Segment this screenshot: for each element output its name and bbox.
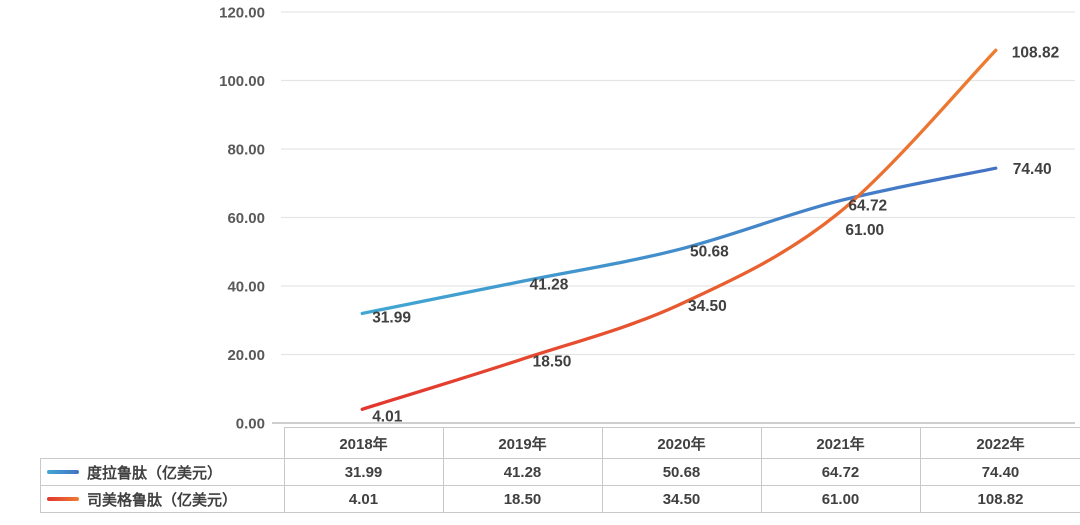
- value-cell: 74.40: [919, 458, 1080, 486]
- year-header: 2020年: [601, 427, 762, 459]
- year-header: 2022年: [919, 427, 1080, 459]
- year-header: 2021年: [760, 427, 921, 459]
- semaglutide-legend-line-icon: [47, 496, 79, 501]
- dulaglutide-data-label: 74.40: [1013, 161, 1052, 178]
- series-lines: [360, 48, 998, 411]
- data-labels: 31.99 41.28 50.68 64.72 74.40 4.01 18.50 34.50 6…: [372, 44, 1059, 425]
- value-cell: 31.99: [283, 458, 444, 486]
- table-body: 度拉鲁肽（亿美元） 31.99 41.28 50.68 64.72 74.40 司美格鲁肽（…: [40, 458, 1080, 513]
- semaglutide-line: [360, 48, 998, 411]
- y-tick-label: 100.00: [219, 73, 265, 90]
- dulaglutide-data-label: 64.72: [848, 197, 887, 214]
- year-header: 2018年: [283, 427, 444, 459]
- value-cell: 41.28: [442, 458, 603, 486]
- y-tick-label: 80.00: [227, 142, 265, 159]
- y-tick-label: 40.00: [227, 279, 265, 296]
- dulaglutide-data-label: 31.99: [372, 309, 411, 326]
- semaglutide-data-label: 4.01: [372, 408, 403, 425]
- semaglutide-data-label: 18.50: [533, 354, 572, 371]
- value-cell: 18.50: [442, 485, 603, 513]
- table-row: 司美格鲁肽（亿美元） 4.01 18.50 34.50 61.00 108.82: [40, 485, 1080, 513]
- data-table: 2018年 2019年 2020年 2021年 2022年 度拉鲁肽（亿美元） 31.99…: [40, 427, 1080, 513]
- table-header-row: 2018年 2019年 2020年 2021年 2022年: [41, 427, 1080, 459]
- value-cell: 108.82: [919, 485, 1080, 513]
- semaglutide-data-label: 34.50: [688, 298, 727, 315]
- dulaglutide-data-label: 50.68: [690, 243, 729, 260]
- value-cell: 64.72: [760, 458, 921, 486]
- y-tick-label: 60.00: [227, 210, 265, 227]
- series-name-label: 度拉鲁肽（亿美元）: [87, 464, 223, 482]
- y-axis-tick-labels: 0.00 20.00 40.00 60.00 80.00 100.00 120.00: [219, 5, 265, 433]
- value-cell: 34.50: [601, 485, 762, 513]
- gridlines: [272, 11, 1075, 424]
- legend-cell: 度拉鲁肽（亿美元）: [40, 458, 285, 486]
- value-cell: 50.68: [601, 458, 762, 486]
- dulaglutide-data-label: 41.28: [530, 277, 569, 294]
- y-tick-label: 120.00: [219, 5, 265, 22]
- value-cell: 4.01: [283, 485, 444, 513]
- dulaglutide-legend-line-icon: [47, 469, 79, 474]
- series-name-label: 司美格鲁肽（亿美元）: [87, 491, 238, 509]
- semaglutide-data-label: 108.82: [1012, 44, 1059, 61]
- table-row: 度拉鲁肽（亿美元） 31.99 41.28 50.68 64.72 74.40: [40, 458, 1080, 486]
- dulaglutide-line: [360, 166, 998, 316]
- year-header: 2019年: [442, 427, 603, 459]
- semaglutide-data-label: 61.00: [845, 222, 884, 239]
- value-cell: 61.00: [760, 485, 921, 513]
- y-tick-label: 0.00: [236, 416, 265, 433]
- table-corner-cell: [41, 428, 285, 459]
- y-tick-label: 20.00: [227, 347, 265, 364]
- legend-cell: 司美格鲁肽（亿美元）: [40, 485, 285, 513]
